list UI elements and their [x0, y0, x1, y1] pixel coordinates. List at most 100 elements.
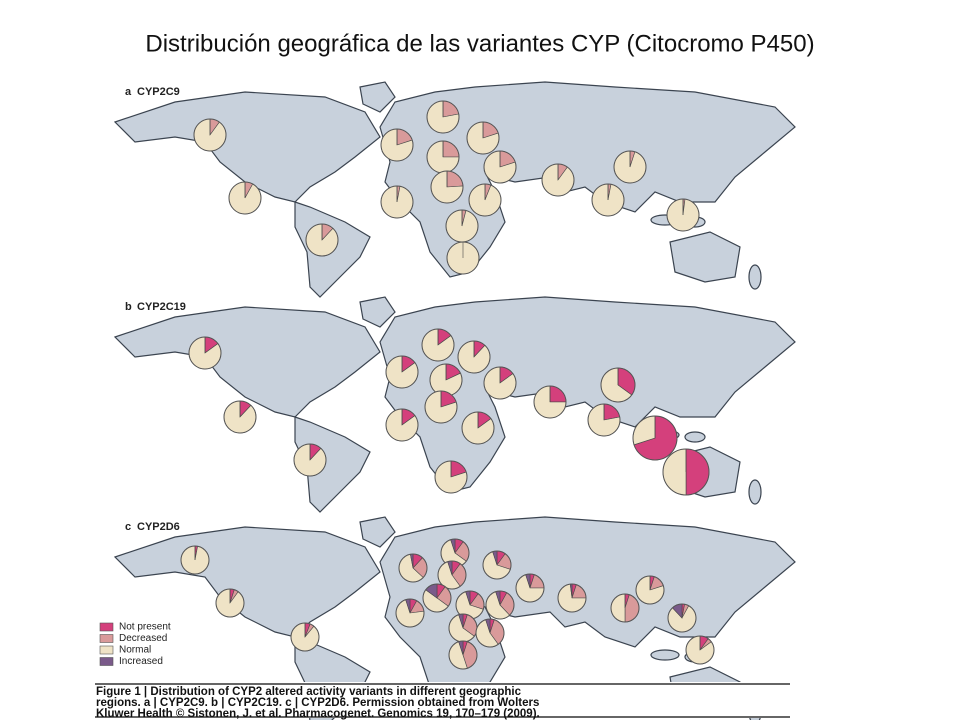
pie	[600, 367, 636, 403]
pie-outline	[180, 545, 210, 575]
caption-box	[95, 682, 790, 718]
pie	[215, 588, 245, 618]
pie-outline	[421, 328, 455, 362]
pie	[380, 185, 414, 219]
pie	[475, 618, 505, 648]
pie	[380, 128, 414, 162]
legend-label: Increased	[119, 656, 163, 667]
legend-swatch	[99, 634, 114, 643]
pie-outline	[215, 588, 245, 618]
pie	[632, 415, 678, 461]
pie-outline	[424, 390, 458, 424]
caption-line: Figure 1 | Distribution of CYP2 altered …	[96, 686, 522, 698]
pie-outline	[483, 366, 517, 400]
pie	[305, 223, 339, 257]
pie-outline	[223, 400, 257, 434]
pie-outline	[398, 553, 428, 583]
pie-outline	[457, 340, 491, 374]
pie	[662, 448, 710, 496]
pie-outline	[188, 336, 222, 370]
pie-outline	[446, 241, 480, 275]
caption-line: regions. a | CYP2C9. b | CYP2C19. c | CY…	[96, 697, 539, 709]
pie-outline	[485, 590, 515, 620]
pie	[434, 460, 468, 494]
figure: a CYP2C9 b CYP2C19 c CYP2D6	[114, 81, 796, 720]
pie	[437, 560, 467, 590]
pie-outline	[667, 603, 697, 633]
pie	[533, 385, 567, 419]
pie	[426, 140, 460, 174]
pie	[457, 340, 491, 374]
pie-outline	[305, 223, 339, 257]
pie	[515, 573, 545, 603]
pie	[613, 150, 647, 184]
legend-label: Normal	[119, 645, 151, 656]
pie-outline	[290, 622, 320, 652]
pie-outline	[600, 367, 636, 403]
pie-outline	[587, 403, 621, 437]
pie-outline	[632, 415, 678, 461]
pie-outline	[475, 618, 505, 648]
pie	[485, 590, 515, 620]
pie-outline	[293, 443, 327, 477]
pie	[483, 366, 517, 400]
pie	[429, 363, 463, 397]
pie-outline	[380, 185, 414, 219]
map-panel: a CYP2C9	[114, 81, 796, 298]
pie-outline	[482, 550, 512, 580]
pie	[591, 183, 625, 217]
pie-outline	[468, 183, 502, 217]
slide-title: Distribución geográfica de las variantes…	[145, 30, 814, 57]
pie-outline	[385, 355, 419, 389]
pie-outline	[666, 198, 700, 232]
pie	[557, 583, 587, 613]
pie	[188, 336, 222, 370]
map-panel: c CYP2D6	[114, 516, 796, 720]
pie	[610, 593, 640, 623]
pie	[446, 241, 480, 275]
panel-gene: CYP2D6	[137, 521, 180, 533]
pie	[421, 328, 455, 362]
pie-outline	[515, 573, 545, 603]
pie	[440, 538, 470, 568]
pie-outline	[466, 121, 500, 155]
pie-outline	[483, 150, 517, 184]
pie	[424, 390, 458, 424]
legend-label: Not present	[119, 622, 171, 633]
pie	[180, 545, 210, 575]
legend-label: Decreased	[119, 633, 167, 644]
map-panel: b CYP2C19	[114, 296, 796, 513]
pie-outline	[380, 128, 414, 162]
pie	[468, 183, 502, 217]
pie	[426, 100, 460, 134]
pie	[422, 583, 452, 613]
legend-swatch	[99, 645, 114, 655]
pie	[398, 553, 428, 583]
panel-letter: a	[125, 86, 132, 98]
pie-outline	[591, 183, 625, 217]
pie	[482, 550, 512, 580]
caption-line: Kluwer Health © Sistonen, J. et al. Phar…	[96, 708, 540, 720]
pie-outline	[448, 640, 478, 670]
pie-outline	[610, 593, 640, 623]
panel-letter: c	[125, 521, 131, 533]
pie	[461, 411, 495, 445]
pie	[293, 443, 327, 477]
pie	[685, 635, 715, 665]
pie	[223, 400, 257, 434]
pie	[430, 170, 464, 204]
pie	[483, 150, 517, 184]
pie	[395, 598, 425, 628]
pie-outline	[557, 583, 587, 613]
pie	[541, 163, 575, 197]
pie-outline	[385, 408, 419, 442]
pie	[635, 575, 665, 605]
pie-outline	[533, 385, 567, 419]
pie-outline	[422, 583, 452, 613]
pie-outline	[541, 163, 575, 197]
pie-outline	[635, 575, 665, 605]
panel-gene: CYP2C19	[137, 301, 186, 313]
pie	[385, 355, 419, 389]
